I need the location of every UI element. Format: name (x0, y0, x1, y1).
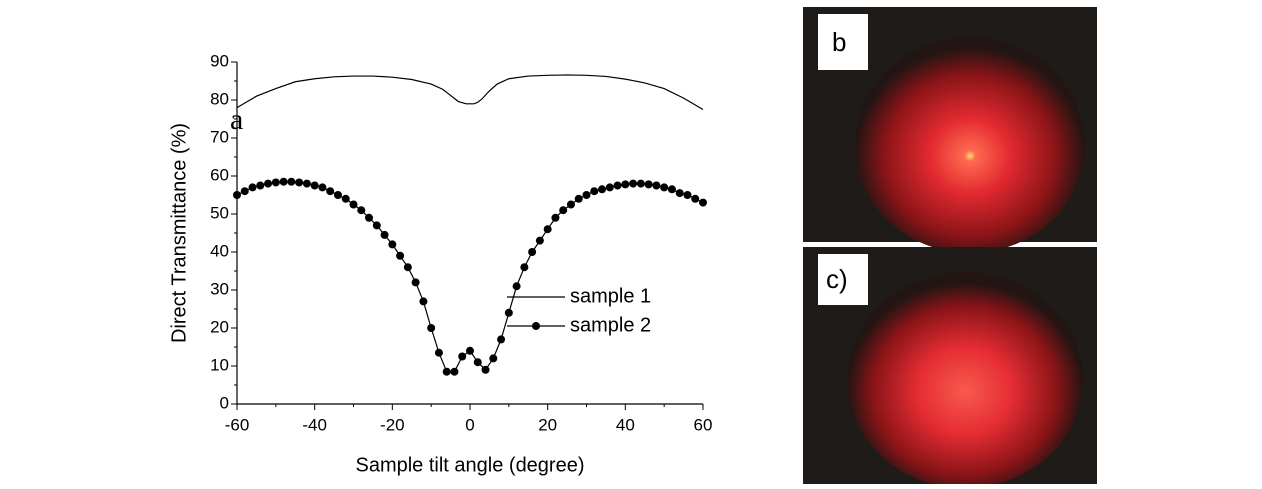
x-tick-label: 0 (465, 415, 474, 434)
data-point (683, 191, 692, 199)
data-point (271, 178, 280, 187)
y-tick-label: 0 (220, 393, 229, 412)
data-point (388, 240, 397, 249)
y-tick-label: 80 (210, 89, 229, 108)
x-tick-label: 20 (538, 415, 557, 434)
data-point (629, 179, 638, 188)
data-point (279, 177, 288, 186)
data-point (660, 183, 669, 192)
data-point (535, 236, 544, 245)
x-axis-label: Sample tilt angle (degree) (355, 454, 584, 476)
y-axis-label: Direct Transmittance (%) (168, 123, 190, 343)
data-point (458, 352, 467, 361)
beam-spot (855, 37, 1085, 253)
data-point (652, 181, 661, 190)
x-tick-label: 40 (616, 415, 635, 434)
data-point (248, 183, 257, 192)
panel-b-label: b (832, 27, 846, 57)
beam-spot (847, 272, 1083, 488)
data-point (621, 180, 630, 189)
data-point (675, 189, 684, 198)
data-point (636, 179, 645, 188)
y-tick-label: 50 (210, 203, 229, 222)
data-point (551, 213, 560, 222)
legend-marker (532, 322, 540, 330)
data-point (365, 213, 374, 222)
data-point (644, 180, 653, 189)
data-point (512, 282, 521, 291)
data-point (349, 200, 358, 209)
y-tick-label: 90 (210, 51, 229, 70)
data-point (256, 181, 265, 190)
data-point (341, 194, 350, 203)
label-box (818, 254, 868, 305)
data-point (380, 230, 389, 239)
data-point (302, 179, 311, 188)
data-point (466, 346, 474, 355)
data-point (403, 263, 412, 272)
data-point (333, 191, 342, 199)
data-point (489, 354, 498, 363)
data-point (233, 191, 241, 199)
data-point (287, 177, 296, 186)
data-point (699, 198, 707, 207)
data-point (566, 200, 575, 209)
data-point (598, 185, 607, 194)
data-point (574, 194, 583, 203)
data-point (310, 181, 319, 190)
data-point (504, 308, 513, 317)
data-point (613, 181, 622, 190)
y-tick-label: 20 (210, 317, 229, 336)
x-tick-label: -40 (302, 415, 327, 434)
data-point (419, 297, 428, 306)
data-point (605, 183, 614, 192)
data-point (411, 278, 420, 287)
data-point (357, 206, 366, 215)
data-point (264, 179, 273, 188)
data-point (396, 251, 405, 260)
data-point (543, 225, 552, 234)
y-tick-label: 30 (210, 279, 229, 298)
y-tick-label: 10 (210, 355, 229, 374)
data-point (450, 367, 459, 376)
data-point (295, 178, 304, 187)
data-point (442, 367, 451, 376)
data-point (318, 183, 327, 192)
x-tick-label: -20 (380, 415, 405, 434)
x-tick-label: -60 (225, 415, 250, 434)
data-point (497, 335, 506, 344)
data-point (473, 358, 482, 367)
data-point (590, 187, 599, 196)
data-point (520, 263, 529, 272)
data-point (434, 348, 443, 357)
data-point (372, 221, 381, 230)
panel-c-label: c) (826, 264, 848, 294)
data-point (667, 185, 676, 194)
legend-label: sample 1 (570, 285, 651, 307)
y-tick-label: 70 (210, 127, 229, 146)
data-point (481, 365, 490, 374)
data-point (582, 191, 591, 199)
data-point (559, 206, 568, 215)
data-point (691, 194, 700, 203)
series-line (236, 74, 704, 111)
series-line (236, 181, 704, 373)
y-tick-label: 40 (210, 241, 229, 260)
data-point (427, 324, 436, 332)
data-point (528, 248, 537, 256)
x-tick-label: 60 (694, 415, 713, 434)
legend-label: sample 2 (570, 314, 651, 336)
data-point (240, 187, 249, 196)
y-tick-label: 60 (210, 165, 229, 184)
data-point (326, 187, 335, 196)
label-box (818, 14, 868, 70)
